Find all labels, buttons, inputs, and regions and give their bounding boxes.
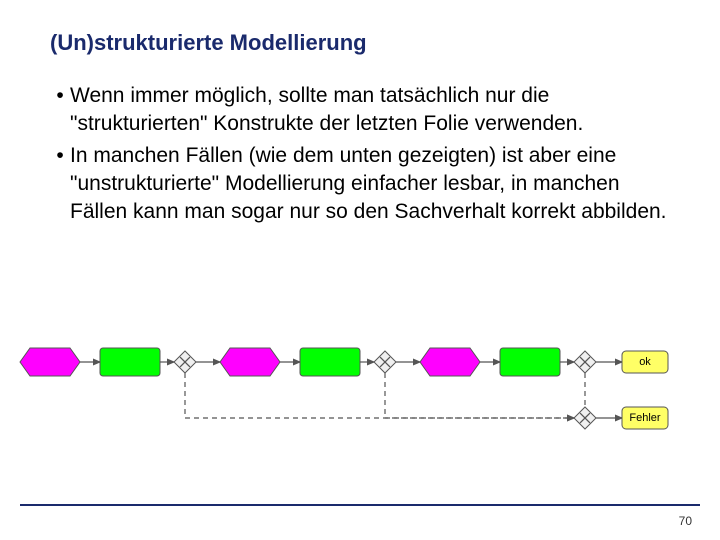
bullet-item: • Wenn immer möglich, sollte man tatsäch… (50, 82, 670, 138)
activity-box (100, 348, 160, 376)
event-hex (420, 348, 480, 376)
event-hex (220, 348, 280, 376)
error-edge (385, 373, 574, 418)
slide-title: (Un)strukturierte Modellierung (50, 30, 367, 56)
bullet-dot-icon: • (50, 82, 70, 110)
flow-diagram: ok Fehler (10, 340, 710, 460)
error-edge (185, 373, 574, 418)
bullet-text: In manchen Fällen (wie dem unten gezeigt… (70, 142, 670, 226)
page-number: 70 (679, 514, 692, 528)
activity-box (500, 348, 560, 376)
event-hex (20, 348, 80, 376)
bullet-item: • In manchen Fällen (wie dem unten gezei… (50, 142, 670, 226)
activity-box (300, 348, 360, 376)
footer-divider (20, 504, 700, 506)
end-state-label: Fehler (629, 412, 661, 424)
bullet-text: Wenn immer möglich, sollte man tatsächli… (70, 82, 670, 138)
bullet-list: • Wenn immer möglich, sollte man tatsäch… (50, 82, 670, 230)
bullet-dot-icon: • (50, 142, 70, 170)
end-state-label: ok (639, 356, 651, 368)
